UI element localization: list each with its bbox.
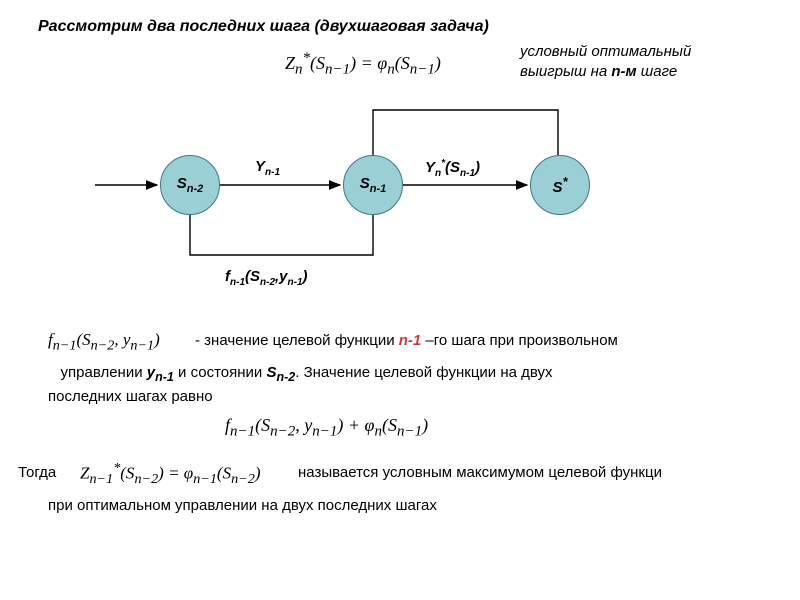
state-diagram: Sn-2 Sn-1 S* Yn-1 Yn*(Sn-1) fn-1(Sn-2,yn… [60,100,680,280]
annotation-line1: условный оптимальный [520,43,691,60]
node-label-3: S* [553,175,568,196]
formula-top: Zn*(Sn−1) = φn(Sn−1) [285,50,441,79]
para1-pre: - значение целевой функции [195,332,399,349]
node-label-2: Sn-1 [360,175,387,195]
para1-formula: fn−1(Sn−2, yn−1) [48,328,160,356]
para2-pre: управлении [61,364,147,381]
node-label-1: Sn-2 [177,175,204,195]
node-s-n-1: Sn-1 [343,155,403,215]
node-s-star: S* [530,155,590,215]
annotation-line2-tail: шаге [637,63,678,80]
para2-line2: последних шагах равно [48,388,213,405]
formula-mid: fn−1(Sn−2, yn−1) + φn(Sn−1) [225,412,428,443]
node-s-n-2: Sn-2 [160,155,220,215]
para2-tail: Значение целевой функции на двух [299,364,552,381]
annotation-optimal-gain: условный оптимальный выигрыш на n-м шаге [520,42,691,81]
para4: при оптимальном управлении на двух после… [48,495,437,517]
para2-y: yn-1 [147,364,174,381]
para1-text: - значение целевой функции n-1 –го шага … [195,330,618,352]
para3-pre: Тогда [18,462,56,484]
edge-label-y-n-1: Yn-1 [255,158,280,178]
page-title: Рассмотрим два последних шага (двухшагов… [38,18,489,36]
para2: управлении yn-1 и состоянии Sn-2. Значен… [48,362,788,408]
annotation-n-m: n-м [611,63,636,80]
annotation-line2-pre: выигрыш на [520,63,611,80]
para1-highlight: n-1 [399,332,422,349]
para1-formula-math: fn−1(Sn−2, yn−1) [48,330,160,349]
edge-label-y-star: Yn*(Sn-1) [425,158,480,179]
para3-tail: называется условным максимумом целевой ф… [298,462,662,484]
para1-tail: –го шага при произвольном [421,332,618,349]
edge-label-f-bottom: fn-1(Sn-2,yn-1) [225,268,308,288]
para2-mid: и состоянии [174,364,267,381]
formula-bot: Zn−1*(Sn−2) = φn−1(Sn−2) [80,458,260,490]
para2-s: Sn-2 [266,364,295,381]
